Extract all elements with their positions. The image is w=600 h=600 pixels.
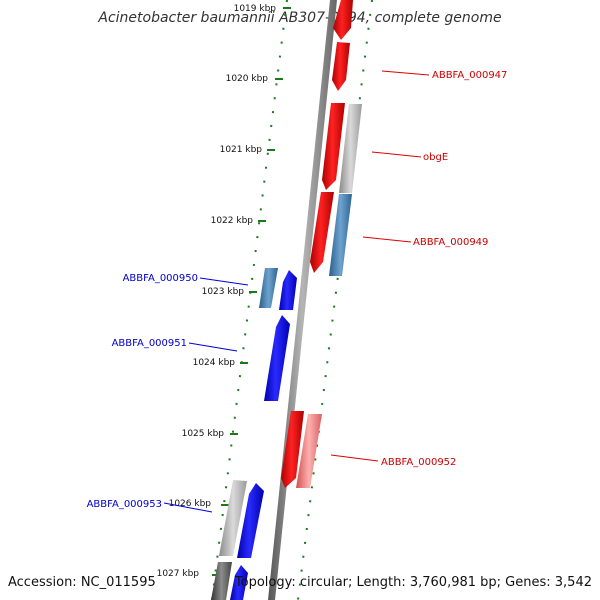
kbp-label: 1024 kbp <box>193 358 236 368</box>
gene-arrow[interactable] <box>339 104 362 193</box>
map-title: Acinetobacter baumannii AB307-0294, comp… <box>98 10 502 26</box>
gene-arrow[interactable] <box>211 562 232 600</box>
leader-line <box>371 151 422 158</box>
genome-stats-text: Topology: circular; Length: 3,760,981 bp… <box>234 575 592 590</box>
leader-line <box>163 502 213 513</box>
outer-ring <box>297 0 373 600</box>
gene-label-obge[interactable]: obgE <box>423 152 448 163</box>
gene-arrow[interactable] <box>332 42 350 91</box>
gene-arrow[interactable] <box>264 315 290 401</box>
forward-strand-genes[interactable] <box>281 0 362 488</box>
leader-line <box>362 236 412 243</box>
gene-arrow[interactable] <box>329 194 352 276</box>
gene-arrow[interactable] <box>333 0 353 40</box>
gene-label-abbfa-000951[interactable]: ABBFA_000951 <box>112 338 187 349</box>
gene-arrow[interactable] <box>230 565 248 600</box>
label-leaders <box>163 70 430 513</box>
kbp-label: 1022 kbp <box>211 216 254 226</box>
gene-label-abbfa-000952[interactable]: ABBFA_000952 <box>381 457 456 468</box>
gene-arrow[interactable] <box>219 480 247 556</box>
gene-label-abbfa-000949[interactable]: ABBFA_000949 <box>413 237 488 248</box>
leader-line <box>199 277 249 286</box>
leader-line <box>330 454 379 462</box>
gene-arrow[interactable] <box>322 103 345 190</box>
gene-arrow[interactable] <box>259 268 278 308</box>
kbp-label: 1023 kbp <box>202 287 245 297</box>
kbp-label: 1025 kbp <box>182 429 225 439</box>
reverse-strand-genes[interactable] <box>211 268 297 600</box>
gene-arrow[interactable] <box>310 192 334 273</box>
genome-backbone <box>268 0 337 600</box>
accession-text: Accession: NC_011595 <box>8 575 156 590</box>
kbp-ticks: 1019 kbp 1020 kbp 1021 kbp 1022 kbp 1023… <box>157 4 291 579</box>
gene-arrow[interactable] <box>281 411 304 488</box>
gene-label-abbfa-000950[interactable]: ABBFA_000950 <box>123 273 198 284</box>
leader-line <box>188 342 238 352</box>
gene-arrow[interactable] <box>279 270 297 310</box>
leader-line <box>381 70 430 76</box>
kbp-label: 1020 kbp <box>226 74 269 84</box>
gene-label-abbfa-000953[interactable]: ABBFA_000953 <box>87 499 162 510</box>
kbp-label: 1026 kbp <box>169 499 212 509</box>
gene-labels[interactable]: ABBFA_000947 obgE ABBFA_000949 ABBFA_000… <box>87 70 508 510</box>
gene-arrow[interactable] <box>296 414 322 488</box>
gene-arrow[interactable] <box>237 483 264 558</box>
gene-label-abbfa-000947[interactable]: ABBFA_000947 <box>432 70 507 81</box>
kbp-label: 1021 kbp <box>220 145 263 155</box>
kbp-label: 1027 kbp <box>157 569 200 579</box>
kbp-label: 1019 kbp <box>234 4 277 14</box>
